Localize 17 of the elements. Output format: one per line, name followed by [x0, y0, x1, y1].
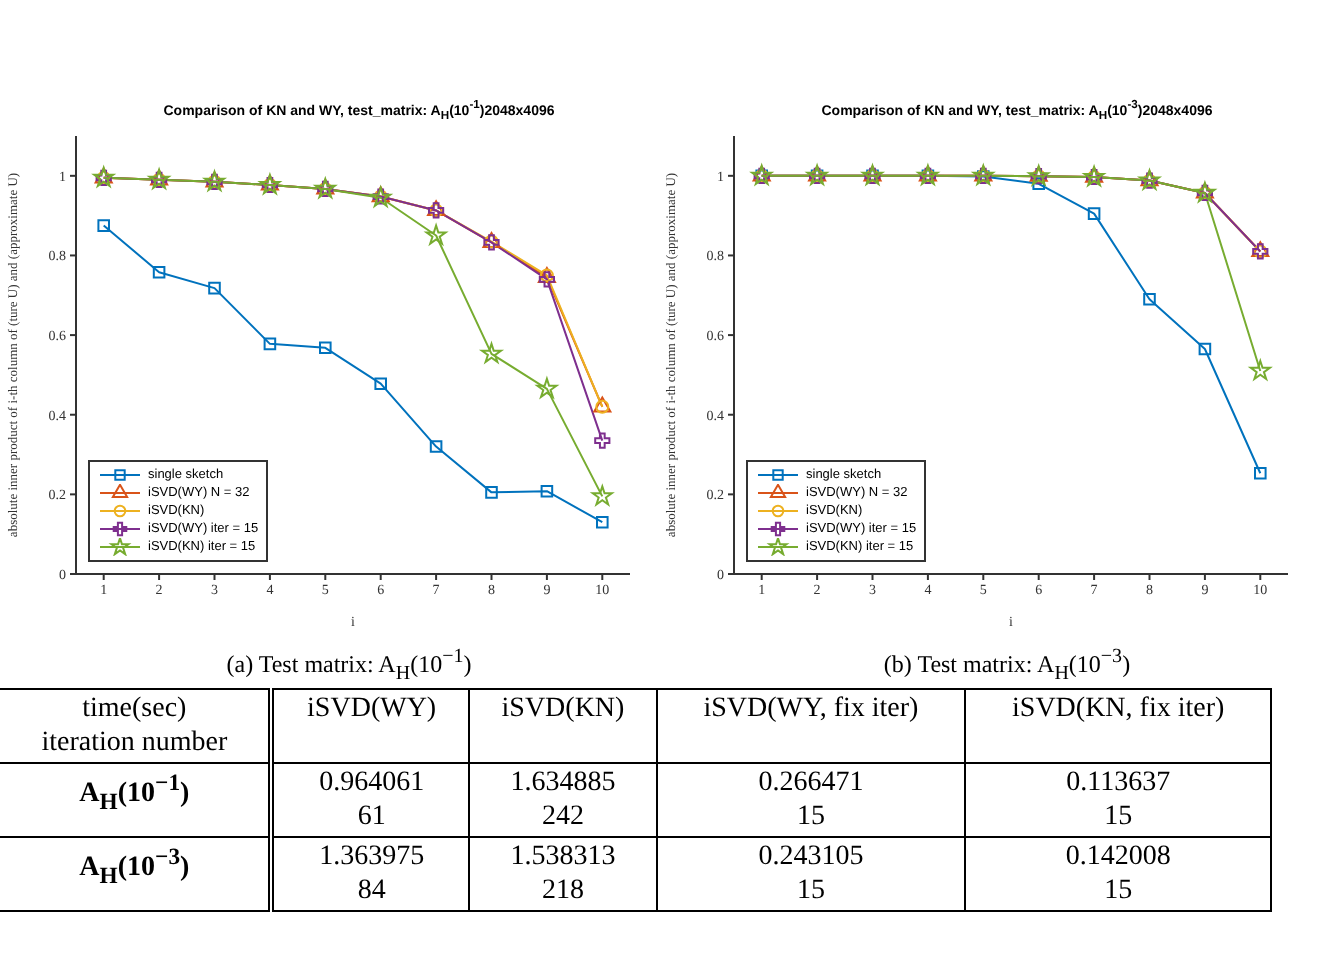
text: 0.964061 61 [271, 763, 470, 838]
text: A$_{H}$(10$^{−1}$) [0, 763, 272, 838]
text: 0.113637 15 [965, 763, 1271, 838]
text: time(sec) iteration number [0, 689, 272, 764]
text: iSVD(KN) [469, 689, 657, 764]
text: (a) Test matrix: A$_{H}$(10$^{−1}$) [224, 646, 474, 685]
text: 0.266471 15 [656, 763, 966, 838]
text: 1.538313 218 [469, 837, 657, 912]
text: (b) Test matrix: A$_{H}$(10$^{−3}$) [881, 646, 1133, 685]
text: 1.634885 242 [469, 763, 657, 838]
text: 1.363975 84 [271, 837, 470, 912]
text: iSVD(KN, fix iter) [965, 689, 1271, 764]
text: iSVD(WY) [271, 689, 470, 764]
text: A$_{H}$(10$^{−3}$) [0, 837, 272, 912]
text: 0.243105 15 [656, 837, 966, 912]
text: 0.142008 15 [965, 837, 1271, 912]
text: iSVD(WY, fix iter) [656, 689, 966, 764]
